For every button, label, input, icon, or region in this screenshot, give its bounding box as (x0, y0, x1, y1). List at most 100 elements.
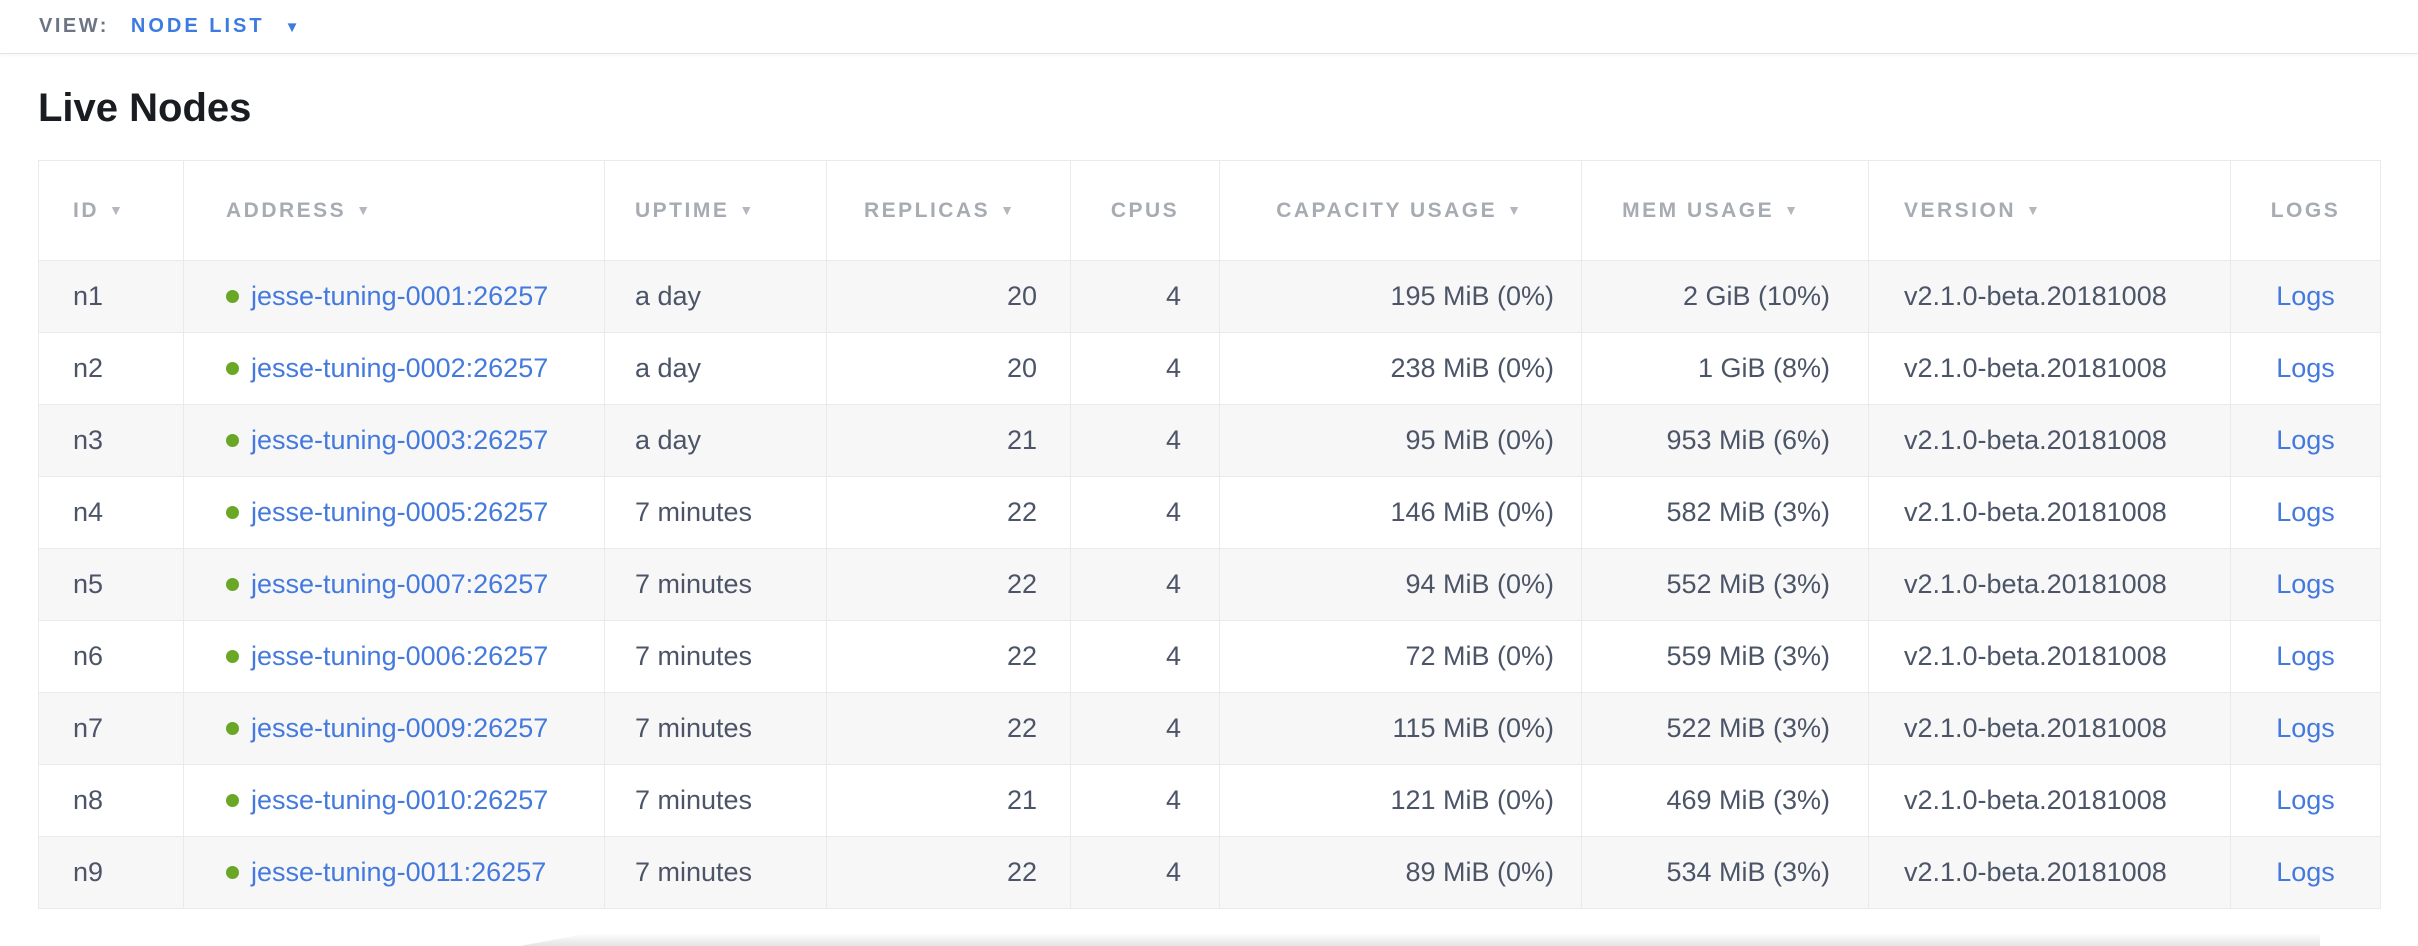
logs-link[interactable]: Logs (2276, 353, 2335, 383)
address-link[interactable]: jesse-tuning-0010:26257 (251, 785, 549, 815)
cell-cpus: 4 (1070, 260, 1220, 333)
cell-cpus: 4 (1070, 332, 1220, 405)
cell-logs: Logs (2230, 836, 2381, 909)
cell-uptime: 7 minutes (604, 620, 827, 693)
cell-logs: Logs (2230, 692, 2381, 765)
column-header-replicas[interactable]: REPLICAS ▼ (826, 160, 1071, 261)
address-link[interactable]: jesse-tuning-0005:26257 (251, 497, 549, 527)
table-header: ID ▼ ADDRESS ▼ UPTIME ▼ REPLICAS ▼ CPUS CAPACITY … (38, 160, 2381, 261)
next-section-shadow (520, 933, 2320, 946)
cell-logs: Logs (2230, 548, 2381, 621)
column-label: UPTIME (635, 198, 730, 222)
cell-mem: 534 MiB (3%) (1581, 836, 1869, 909)
node-live-status-icon (226, 362, 239, 375)
cell-capacity: 146 MiB (0%) (1219, 476, 1582, 549)
cell-uptime: 7 minutes (604, 692, 827, 765)
cell-id: n9 (38, 836, 184, 909)
main-content: Live Nodes ID ▼ ADDRESS ▼ UPTIME ▼ REPLICAS ▼ CP… (0, 84, 2418, 909)
cell-cpus: 4 (1070, 764, 1220, 837)
cell-version: v2.1.0-beta.20181008 (1868, 332, 2231, 405)
address-link[interactable]: jesse-tuning-0006:26257 (251, 641, 549, 671)
address-link[interactable]: jesse-tuning-0007:26257 (251, 569, 549, 599)
cell-mem: 522 MiB (3%) (1581, 692, 1869, 765)
cell-id: n8 (38, 764, 184, 837)
cell-address: jesse-tuning-0011:26257 (183, 836, 605, 909)
logs-link[interactable]: Logs (2276, 641, 2335, 671)
address-link[interactable]: jesse-tuning-0011:26257 (251, 857, 547, 887)
logs-link[interactable]: Logs (2276, 569, 2335, 599)
cell-capacity: 89 MiB (0%) (1219, 836, 1582, 909)
cell-address: jesse-tuning-0007:26257 (183, 548, 605, 621)
cell-replicas: 22 (826, 836, 1071, 909)
cell-capacity: 115 MiB (0%) (1219, 692, 1582, 765)
logs-link[interactable]: Logs (2276, 857, 2335, 887)
address-link[interactable]: jesse-tuning-0001:26257 (251, 281, 549, 311)
cell-cpus: 4 (1070, 836, 1220, 909)
column-header-address[interactable]: ADDRESS ▼ (183, 160, 605, 261)
sort-desc-icon: ▼ (1784, 201, 1798, 218)
node-live-status-icon (226, 722, 239, 735)
logs-link[interactable]: Logs (2276, 425, 2335, 455)
cell-version: v2.1.0-beta.20181008 (1868, 260, 2231, 333)
cell-uptime: 7 minutes (604, 764, 827, 837)
cell-logs: Logs (2230, 764, 2381, 837)
cell-id: n3 (38, 404, 184, 477)
cell-mem: 953 MiB (6%) (1581, 404, 1869, 477)
sort-desc-icon: ▼ (356, 201, 371, 218)
column-header-uptime[interactable]: UPTIME ▼ (604, 160, 827, 261)
column-label: REPLICAS (863, 198, 991, 222)
sort-desc-icon: ▼ (1000, 201, 1014, 218)
node-live-status-icon (226, 434, 239, 447)
view-selector-dropdown[interactable]: NODE LIST ▼ (131, 15, 300, 38)
column-label: MEM USAGE (1622, 198, 1775, 222)
address-link[interactable]: jesse-tuning-0009:26257 (251, 713, 549, 743)
cell-capacity: 121 MiB (0%) (1219, 764, 1582, 837)
cell-id: n6 (38, 620, 184, 693)
cell-replicas: 20 (826, 332, 1071, 405)
cell-mem: 1 GiB (8%) (1581, 332, 1869, 405)
cell-cpus: 4 (1070, 548, 1220, 621)
logs-link[interactable]: Logs (2276, 281, 2335, 311)
view-label: VIEW: (39, 15, 109, 37)
address-link[interactable]: jesse-tuning-0003:26257 (251, 425, 549, 455)
column-header-mem[interactable]: MEM USAGE ▼ (1581, 160, 1869, 261)
cell-logs: Logs (2230, 404, 2381, 477)
cell-mem: 2 GiB (10%) (1581, 260, 1869, 333)
logs-link[interactable]: Logs (2276, 713, 2335, 743)
table-row: n6 jesse-tuning-0006:26257 7 minutes 22 4 72 … (38, 620, 2381, 693)
cell-version: v2.1.0-beta.20181008 (1868, 404, 2231, 477)
cell-id: n7 (38, 692, 184, 765)
cell-mem: 559 MiB (3%) (1581, 620, 1869, 693)
cell-replicas: 22 (826, 692, 1071, 765)
sort-desc-icon: ▼ (739, 201, 754, 218)
cell-id: n4 (38, 476, 184, 549)
chevron-down-icon: ▼ (284, 19, 300, 36)
address-link[interactable]: jesse-tuning-0002:26257 (251, 353, 549, 383)
column-header-capacity[interactable]: CAPACITY USAGE ▼ (1219, 160, 1582, 261)
column-label: LOGS (2270, 198, 2341, 222)
cell-address: jesse-tuning-0006:26257 (183, 620, 605, 693)
cell-cpus: 4 (1070, 692, 1220, 765)
table-row: n4 jesse-tuning-0005:26257 7 minutes 22 4 146… (38, 476, 2381, 549)
sort-desc-icon: ▼ (109, 201, 123, 218)
cell-logs: Logs (2230, 476, 2381, 549)
column-header-version[interactable]: VERSION ▼ (1868, 160, 2231, 261)
table-row: n8 jesse-tuning-0010:26257 7 minutes 21 4 121… (38, 764, 2381, 837)
table-row: n3 jesse-tuning-0003:26257 a day 21 4 95 MiB … (38, 404, 2381, 477)
cell-mem: 469 MiB (3%) (1581, 764, 1869, 837)
logs-link[interactable]: Logs (2276, 497, 2335, 527)
logs-link[interactable]: Logs (2276, 785, 2335, 815)
cell-uptime: 7 minutes (604, 548, 827, 621)
cell-version: v2.1.0-beta.20181008 (1868, 548, 2231, 621)
cell-capacity: 195 MiB (0%) (1219, 260, 1582, 333)
cell-uptime: a day (604, 260, 827, 333)
column-header-cpus: CPUS (1070, 160, 1220, 261)
cell-cpus: 4 (1070, 476, 1220, 549)
cell-uptime: 7 minutes (604, 476, 827, 549)
cell-uptime: a day (604, 404, 827, 477)
column-header-id[interactable]: ID ▼ (38, 160, 184, 261)
table-row: n5 jesse-tuning-0007:26257 7 minutes 22 4 94 … (38, 548, 2381, 621)
table-header-row: ID ▼ ADDRESS ▼ UPTIME ▼ REPLICAS ▼ CPUS CAPACITY … (38, 160, 2381, 261)
column-label: CAPACITY USAGE (1276, 198, 1498, 222)
sort-desc-icon: ▼ (2026, 201, 2040, 218)
